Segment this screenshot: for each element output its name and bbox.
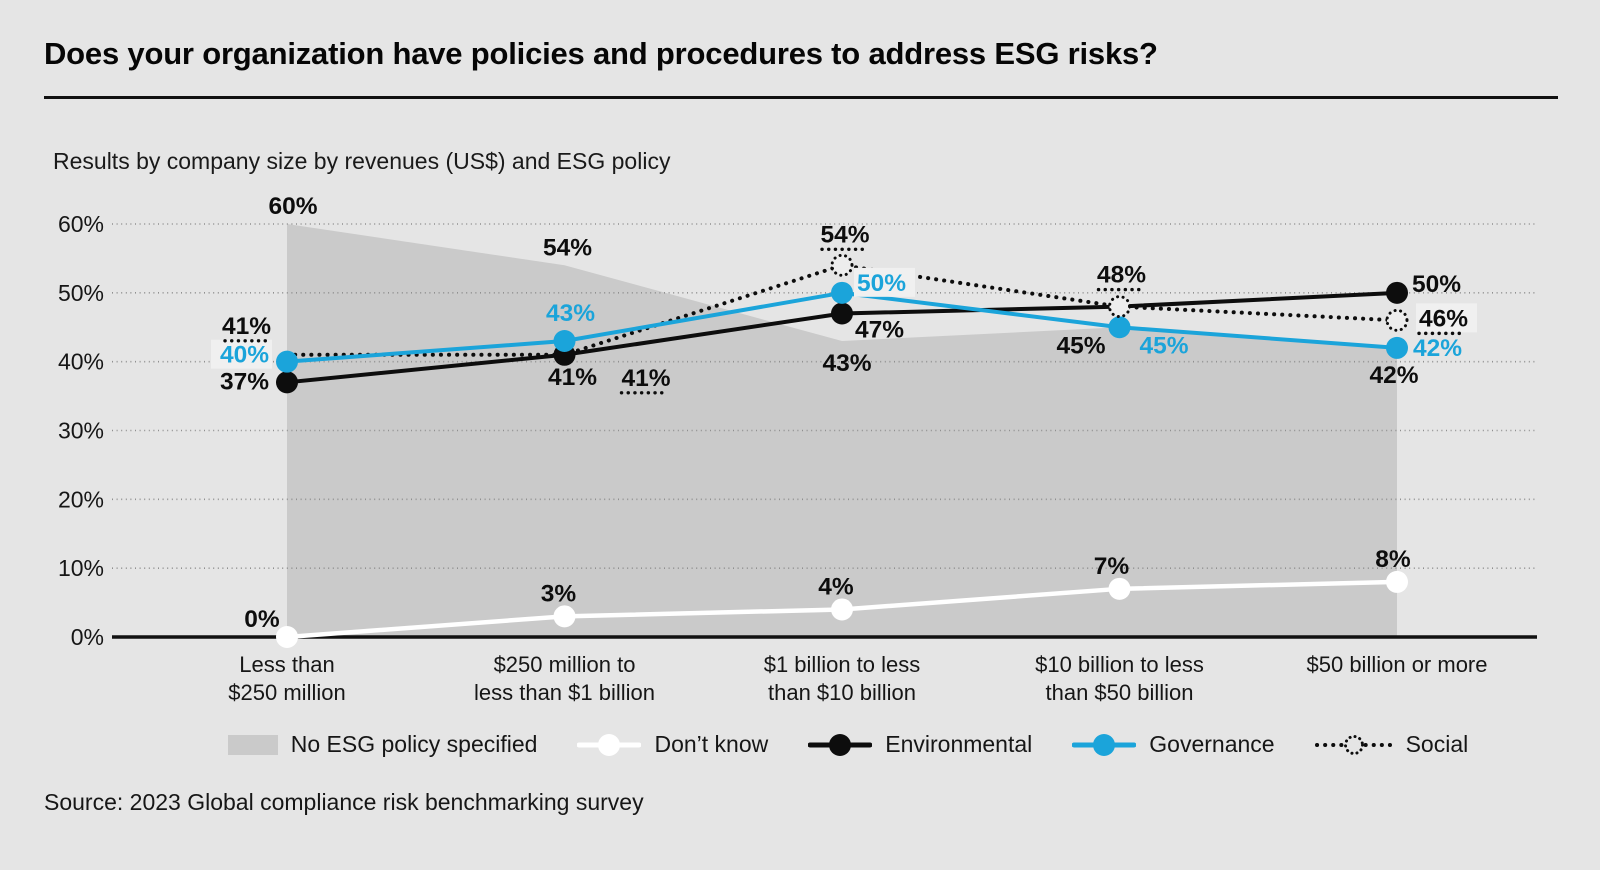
point-env-4 xyxy=(1386,281,1408,304)
y-tick-label-10: 10% xyxy=(58,555,104,581)
data-label-area-3: 45% xyxy=(1056,332,1105,359)
point-dontknow-1 xyxy=(553,605,576,628)
y-tick-label-0: 0% xyxy=(71,624,104,650)
data-label-gov-0: 40% xyxy=(220,342,269,369)
data-label-area-2: 43% xyxy=(822,350,871,377)
label-halo-social-4 xyxy=(1416,303,1477,333)
y-tick-label-20: 20% xyxy=(58,486,104,512)
chart-subtitle: Results by company size by revenues (US$… xyxy=(53,148,671,174)
point-env-0 xyxy=(276,371,298,394)
legend-item-area: No ESG policy specified xyxy=(227,731,538,758)
x-tick-label-4: $50 billion or more xyxy=(1307,652,1488,677)
data-label-social-4: 46% xyxy=(1419,305,1468,332)
legend-marker-gov xyxy=(1072,733,1137,756)
page-title: Does your organization have policies and… xyxy=(44,36,1158,71)
point-dontknow-2 xyxy=(831,598,853,621)
point-env-2 xyxy=(831,302,853,325)
point-gov-4 xyxy=(1386,336,1408,359)
x-tick-label-0: Less than $250 million xyxy=(228,652,345,705)
data-label-area-1: 54% xyxy=(543,234,592,261)
legend-label-area: No ESG policy specified xyxy=(290,731,538,757)
x-tick-label-1: $250 million to less than $1 billion xyxy=(474,652,655,705)
y-tick-label-40: 40% xyxy=(58,349,104,375)
point-dontknow-4 xyxy=(1386,570,1408,593)
label-halo-gov-0 xyxy=(211,339,272,369)
legend-label-gov: Governance xyxy=(1149,731,1275,757)
chart-plot: 0% 10% 20% 30% 40% 50% 60% 60% 54% 43% 45% 42% 0% 3% 4… xyxy=(58,193,1537,705)
point-social-4 xyxy=(1385,308,1409,332)
y-tick-label-50: 50% xyxy=(58,280,104,306)
data-label-dontknow-2: 4% xyxy=(818,573,854,600)
data-label-dontknow-1: 3% xyxy=(541,580,577,607)
data-label-social-3: 48% xyxy=(1097,262,1146,289)
legend-marker-area-swatch xyxy=(227,734,278,755)
legend-item-dontknow: Don’t know xyxy=(577,731,768,758)
legend-marker-dontknow xyxy=(577,733,642,756)
data-label-dontknow-3: 7% xyxy=(1094,553,1130,580)
legend-marker-social xyxy=(1314,734,1393,755)
legend-label-env: Environmental xyxy=(885,731,1033,757)
data-label-social-0: 41% xyxy=(222,313,271,340)
data-label-area-0: 60% xyxy=(268,193,317,220)
source-note: Source: 2023 Global compliance risk benc… xyxy=(44,789,644,815)
point-dontknow-3 xyxy=(1108,577,1131,600)
legend-item-gov: Governance xyxy=(1072,731,1275,758)
data-label-gov-4: 42% xyxy=(1413,335,1462,362)
y-tick-label-30: 30% xyxy=(58,418,104,444)
x-tick-label-3: $10 billion to less than $50 billion xyxy=(1035,652,1204,705)
point-gov-1 xyxy=(553,330,576,353)
data-label-env-0: 37% xyxy=(220,368,269,395)
data-label-dontknow-0: 0% xyxy=(244,606,280,633)
title-rule xyxy=(44,96,1558,99)
point-gov-3 xyxy=(1108,316,1131,339)
data-label-env-2: 47% xyxy=(855,316,904,343)
data-label-env-4: 50% xyxy=(1412,271,1461,298)
y-tick-label-60: 60% xyxy=(58,211,104,237)
label-halo-gov-2 xyxy=(854,267,915,297)
data-label-social-2: 54% xyxy=(820,221,869,248)
point-gov-2 xyxy=(831,281,853,304)
data-label-gov-2: 50% xyxy=(857,270,906,297)
data-label-gov-3: 45% xyxy=(1140,332,1189,359)
point-social-2 xyxy=(830,253,854,277)
legend-label-dontknow: Don’t know xyxy=(654,731,769,757)
legend-marker-env xyxy=(808,733,873,756)
chart-legend: No ESG policy specified Don’t know Environ… xyxy=(0,731,1600,758)
legend-item-env: Environmental xyxy=(808,731,1032,758)
point-dontknow-0 xyxy=(276,626,298,648)
legend-label-social: Social xyxy=(1405,731,1469,757)
legend-item-social: Social xyxy=(1314,731,1469,758)
data-label-area-4: 42% xyxy=(1369,362,1418,389)
point-social-3 xyxy=(1108,295,1131,319)
data-label-social-1: 41% xyxy=(622,365,671,392)
x-tick-label-2: $1 billion to less than $10 billion xyxy=(764,652,921,705)
data-label-env-1: 41% xyxy=(548,364,597,391)
data-label-dontknow-4: 8% xyxy=(1375,546,1411,573)
data-label-gov-1: 43% xyxy=(546,300,595,327)
point-gov-0 xyxy=(276,350,298,373)
